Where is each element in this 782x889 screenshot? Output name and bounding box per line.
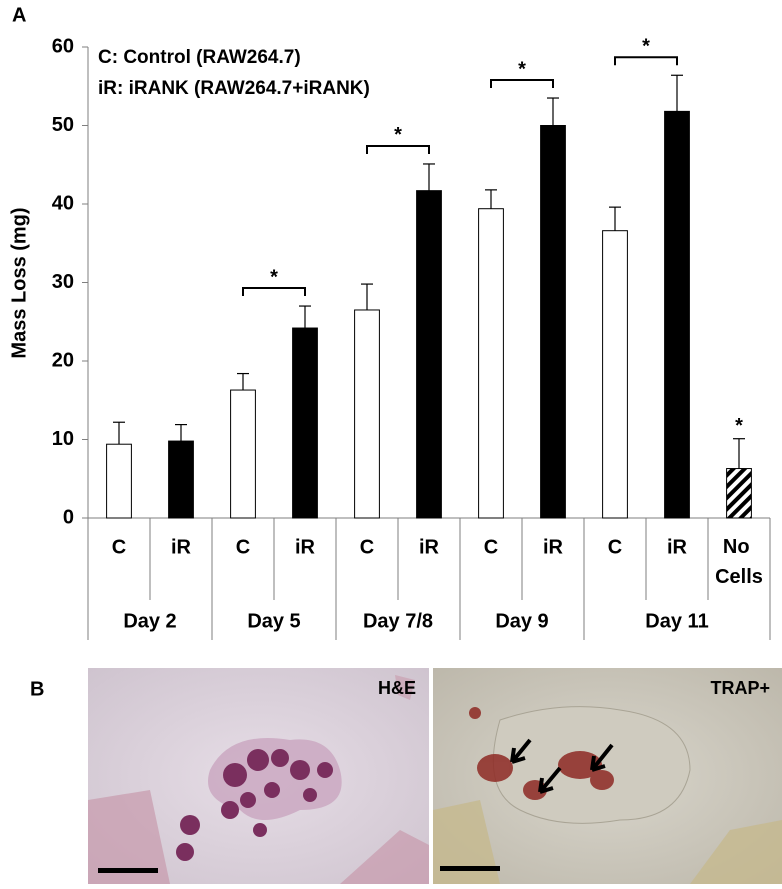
- significance-label: *: [642, 36, 650, 58]
- image-label: TRAP+: [710, 678, 770, 698]
- error-bar: [733, 438, 745, 469]
- error-bar: [113, 421, 125, 445]
- y-tick-label: 10: [52, 428, 74, 450]
- group-label: Day 5: [247, 610, 300, 632]
- y-axis-label: Mass Loss (mg): [8, 207, 30, 358]
- bar: [416, 190, 442, 519]
- error-bar: [361, 283, 373, 310]
- group-label: Day 11: [645, 610, 708, 632]
- x-tick-label: C: [608, 536, 622, 558]
- error-bar: [175, 423, 187, 442]
- bar: [354, 309, 380, 519]
- x-tick-label: C: [236, 536, 250, 558]
- y-tick-label: 40: [52, 192, 74, 214]
- significance-bracket: [242, 287, 306, 297]
- bar: [602, 230, 628, 519]
- x-tick-label: iR: [419, 536, 440, 558]
- group-label: Day 2: [123, 610, 176, 632]
- y-tick-label: 30: [52, 271, 74, 293]
- significance-bracket: [614, 56, 678, 66]
- y-tick-label: 50: [52, 114, 74, 136]
- panel-label: A: [12, 4, 26, 26]
- significance-label: *: [735, 415, 743, 437]
- legend-text: C: Control (RAW264.7): [98, 47, 301, 68]
- x-tick-label: iR: [171, 536, 192, 558]
- x-tick-label: iR: [295, 536, 316, 558]
- y-tick-label: 20: [52, 349, 74, 371]
- significance-label: *: [518, 58, 526, 80]
- bar: [168, 440, 194, 519]
- error-bar: [299, 305, 311, 329]
- error-bar: [423, 163, 435, 191]
- significance-label: *: [394, 124, 402, 146]
- y-tick-label: 60: [52, 35, 74, 57]
- x-tick-label: iR: [667, 536, 688, 558]
- x-tick-label: No Cells: [715, 536, 763, 588]
- bar: [664, 110, 690, 519]
- y-tick-label: 0: [63, 506, 74, 528]
- significance-bracket: [366, 144, 430, 154]
- error-bar: [671, 74, 683, 112]
- error-bar: [547, 97, 559, 126]
- bar: [478, 208, 504, 519]
- image-label: H&E: [378, 678, 416, 698]
- he-image: [88, 668, 429, 884]
- x-tick-label: C: [360, 536, 374, 558]
- error-bar: [237, 372, 249, 391]
- x-tick-label: C: [484, 536, 498, 558]
- bar: [726, 468, 752, 519]
- x-tick-label: C: [112, 536, 126, 558]
- significance-label: *: [270, 266, 278, 288]
- significance-bracket: [490, 79, 554, 89]
- bar: [230, 389, 256, 519]
- bar: [540, 125, 566, 519]
- error-bar: [609, 206, 621, 231]
- error-bar: [485, 189, 497, 209]
- group-label: Day 9: [495, 610, 548, 632]
- legend-text: iR: iRANK (RAW264.7+iRANK): [98, 78, 370, 99]
- group-label: Day 7/8: [363, 610, 433, 632]
- bar: [106, 443, 132, 519]
- bar: [292, 327, 318, 519]
- x-tick-label: iR: [543, 536, 564, 558]
- trap-image: [433, 668, 782, 884]
- panel-label: B: [30, 678, 44, 700]
